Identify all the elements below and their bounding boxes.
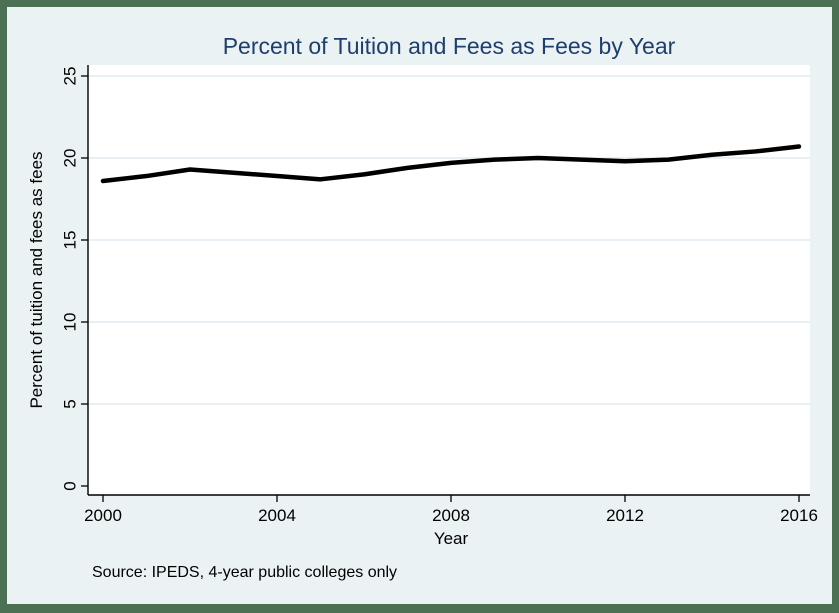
y-axis-title: Percent of tuition and fees as fees <box>27 151 46 408</box>
source-note: Source: IPEDS, 4-year public colleges on… <box>92 564 398 581</box>
x-axis-title: Year <box>434 529 469 548</box>
plot-area <box>88 65 810 495</box>
x-tick-label: 2016 <box>780 506 818 525</box>
y-tick-label: 25 <box>60 67 79 86</box>
x-tick-label: 2012 <box>606 506 644 525</box>
y-tick-label: 5 <box>60 399 79 408</box>
x-tick-label: 2008 <box>432 506 470 525</box>
plot-layer: 0 5 10 15 20 25 2000 2004 2008 2012 2016 <box>60 65 818 525</box>
line-chart: 0 5 10 15 20 25 2000 2004 2008 2012 2016 Percent o… <box>27 65 818 548</box>
x-tick-label: 2000 <box>84 506 122 525</box>
x-tick-label: 2004 <box>258 506 296 525</box>
y-tick-label: 20 <box>60 149 79 168</box>
chart-title: Percent of Tuition and Fees as Fees by Y… <box>222 33 676 59</box>
y-tick-label: 15 <box>60 231 79 250</box>
series-line <box>100 144 802 184</box>
y-tick-label: 10 <box>60 313 79 332</box>
y-tick-label: 0 <box>60 481 79 490</box>
